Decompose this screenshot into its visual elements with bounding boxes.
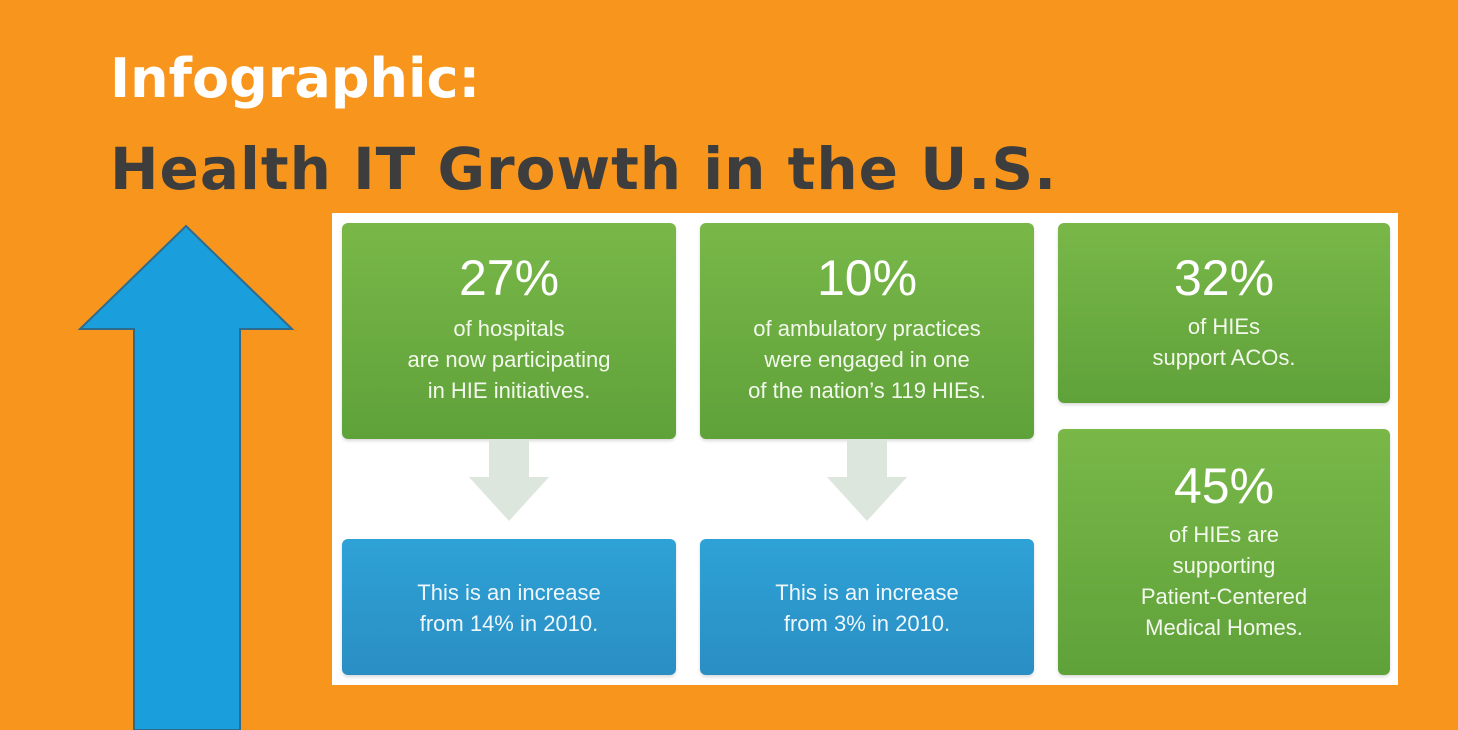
title-line-2: Health IT Growth in the U.S.: [110, 135, 1058, 203]
stat-card-ambulatory: 10% of ambulatory practices were engaged…: [700, 223, 1034, 439]
stat-value: 10%: [816, 250, 918, 306]
stat-value: 27%: [458, 250, 560, 306]
increase-note-text: This is an increase from 3% in 2010.: [775, 580, 959, 636]
title-line-1: Infographic:: [110, 47, 481, 110]
stat-description: of HIEs support ACOs.: [1152, 314, 1296, 370]
stat-description: of ambulatory practices were engaged in …: [748, 316, 986, 403]
stat-description: of hospitals are now participating in HI…: [407, 316, 611, 403]
increase-note-text: This is an increase from 14% in 2010.: [417, 580, 601, 636]
stat-description: of HIEs are supporting Patient-Centered …: [1140, 522, 1308, 640]
stat-card-pcmh: 45% of HIEs are supporting Patient-Cente…: [1058, 429, 1390, 675]
increase-note-hospitals: This is an increase from 14% in 2010.: [342, 539, 676, 675]
stat-card-hospitals: 27% of hospitals are now participating i…: [342, 223, 676, 439]
down-arrow-icon: [469, 439, 549, 521]
stat-value: 45%: [1173, 458, 1275, 514]
stats-panel: 27% of hospitals are now participating i…: [332, 213, 1398, 685]
increase-note-ambulatory: This is an increase from 3% in 2010.: [700, 539, 1034, 675]
down-arrow-icon: [827, 439, 907, 521]
up-arrow-icon: [77, 224, 295, 730]
stat-value: 32%: [1173, 250, 1275, 306]
stat-card-acos: 32% of HIEs support ACOs.: [1058, 223, 1390, 403]
